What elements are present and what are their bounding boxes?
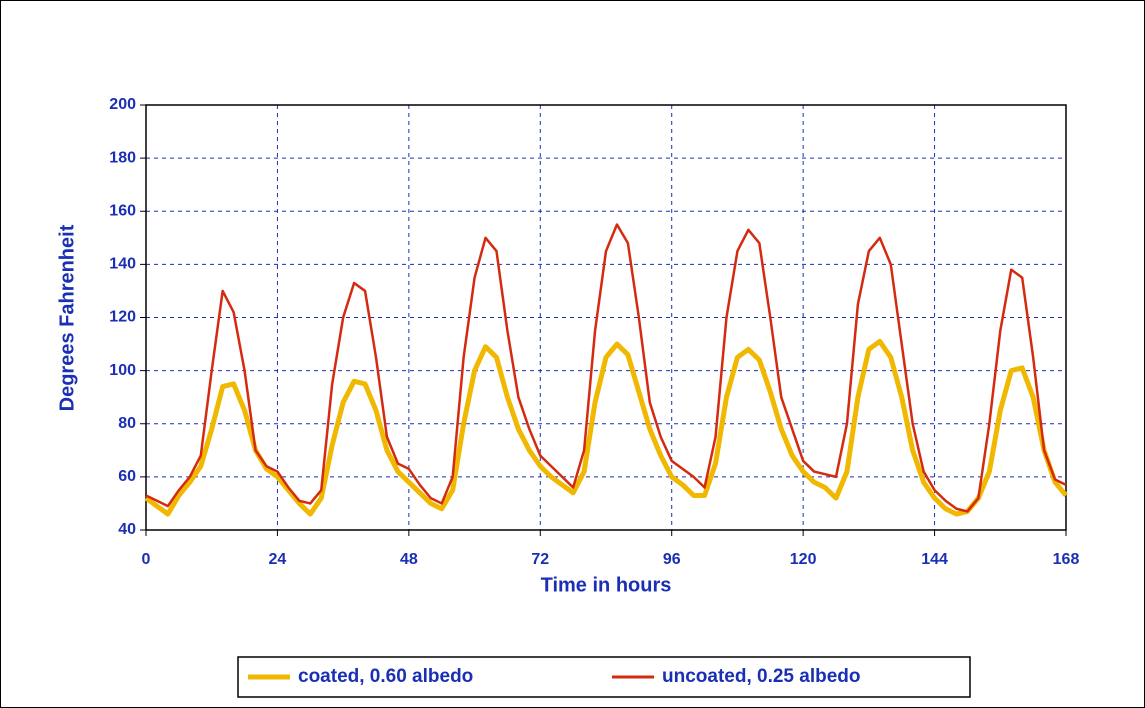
y-tick-label: 140	[109, 256, 136, 273]
series-line	[144, 338, 1068, 517]
plot-border	[145, 104, 1067, 531]
x-tick-label: 24	[269, 551, 287, 568]
y-axis-title: Degrees Fahrenheit	[56, 224, 78, 411]
x-tick-label: 0	[142, 551, 151, 568]
series-line	[145, 223, 1067, 513]
y-tick-label: 200	[109, 96, 136, 113]
y-tick-label: 120	[109, 309, 136, 326]
legend-label: uncoated, 0.25 albedo	[662, 666, 861, 687]
y-tick-label: 40	[118, 521, 136, 538]
y-tick-label: 100	[109, 362, 136, 379]
x-tick-label: 96	[663, 551, 681, 568]
plot	[144, 223, 1068, 517]
x-tick-label: 144	[921, 551, 948, 568]
y-tick-label: 160	[109, 202, 136, 219]
x-tick-label: 168	[1053, 551, 1080, 568]
y-tick-label: 180	[109, 149, 136, 166]
legend: coated, 0.60 albedo uncoated, 0.25 albedo	[248, 666, 861, 687]
y-tick-label: 60	[118, 468, 136, 485]
legend-box	[237, 656, 971, 698]
x-tick-label: 72	[531, 551, 549, 568]
x-axis-title: Time in hours	[541, 574, 672, 596]
x-tick-label: 48	[400, 551, 418, 568]
y-tick-label: 80	[118, 415, 136, 432]
x-tick-label: 120	[790, 551, 817, 568]
legend-label: coated, 0.60 albedo	[298, 666, 473, 687]
